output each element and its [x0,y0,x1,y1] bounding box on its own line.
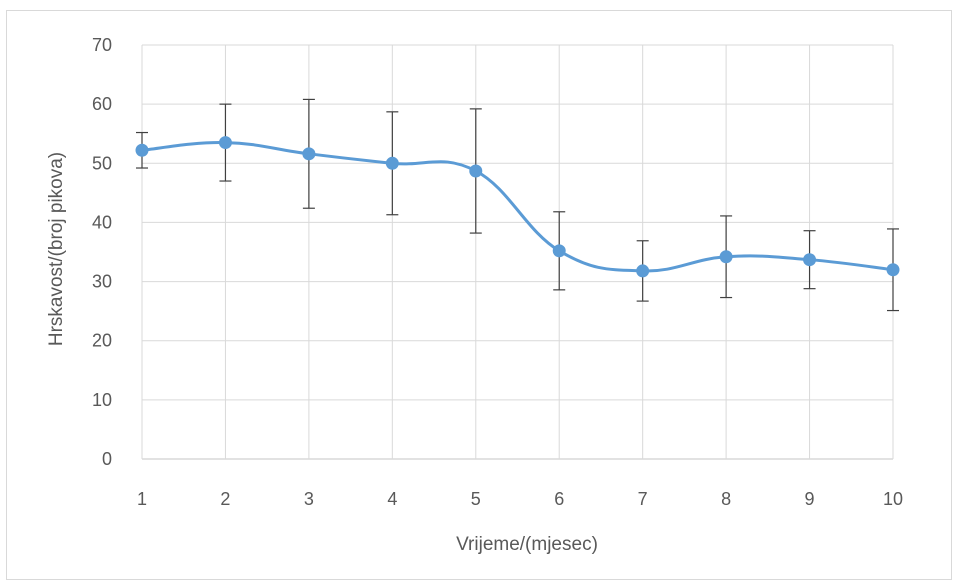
data-point [886,263,900,277]
y-tick-labels: 0 10 20 30 40 50 60 70 [92,35,112,469]
y-tick-label: 60 [92,94,112,114]
data-point [385,156,399,170]
data-point [636,264,650,278]
chart-frame [6,10,952,580]
y-tick-label: 40 [92,212,112,232]
x-tick-label: 3 [304,489,314,509]
x-tick-labels: 1 2 3 4 5 6 7 8 9 10 [137,489,903,509]
x-tick-label: 4 [387,489,397,509]
y-tick-label: 30 [92,272,112,292]
y-tick-label: 10 [92,390,112,410]
y-tick-label: 50 [92,153,112,173]
data-point [302,147,316,161]
error-bars [136,98,899,312]
data-point [552,244,566,258]
x-tick-label: 10 [883,489,903,509]
x-tick-label: 2 [220,489,230,509]
x-tick-label: 6 [554,489,564,509]
y-axis-title: Hrskavost/(broj pikova) [46,152,67,346]
x-tick-label: 7 [638,489,648,509]
data-point [135,143,149,157]
x-tick-label: 8 [721,489,731,509]
data-point [469,164,483,178]
gridlines [141,44,894,459]
x-axis-title: Vrijeme/(mjesec) [456,534,598,555]
data-points [135,136,900,278]
y-tick-label: 70 [92,35,112,55]
x-tick-label: 5 [471,489,481,509]
data-point [803,253,817,267]
data-point [218,136,232,150]
data-point [719,250,733,264]
x-tick-label: 1 [137,489,147,509]
y-tick-label: 0 [102,449,112,469]
series-line [141,141,894,273]
y-tick-label: 20 [92,331,112,351]
x-tick-label: 9 [805,489,815,509]
